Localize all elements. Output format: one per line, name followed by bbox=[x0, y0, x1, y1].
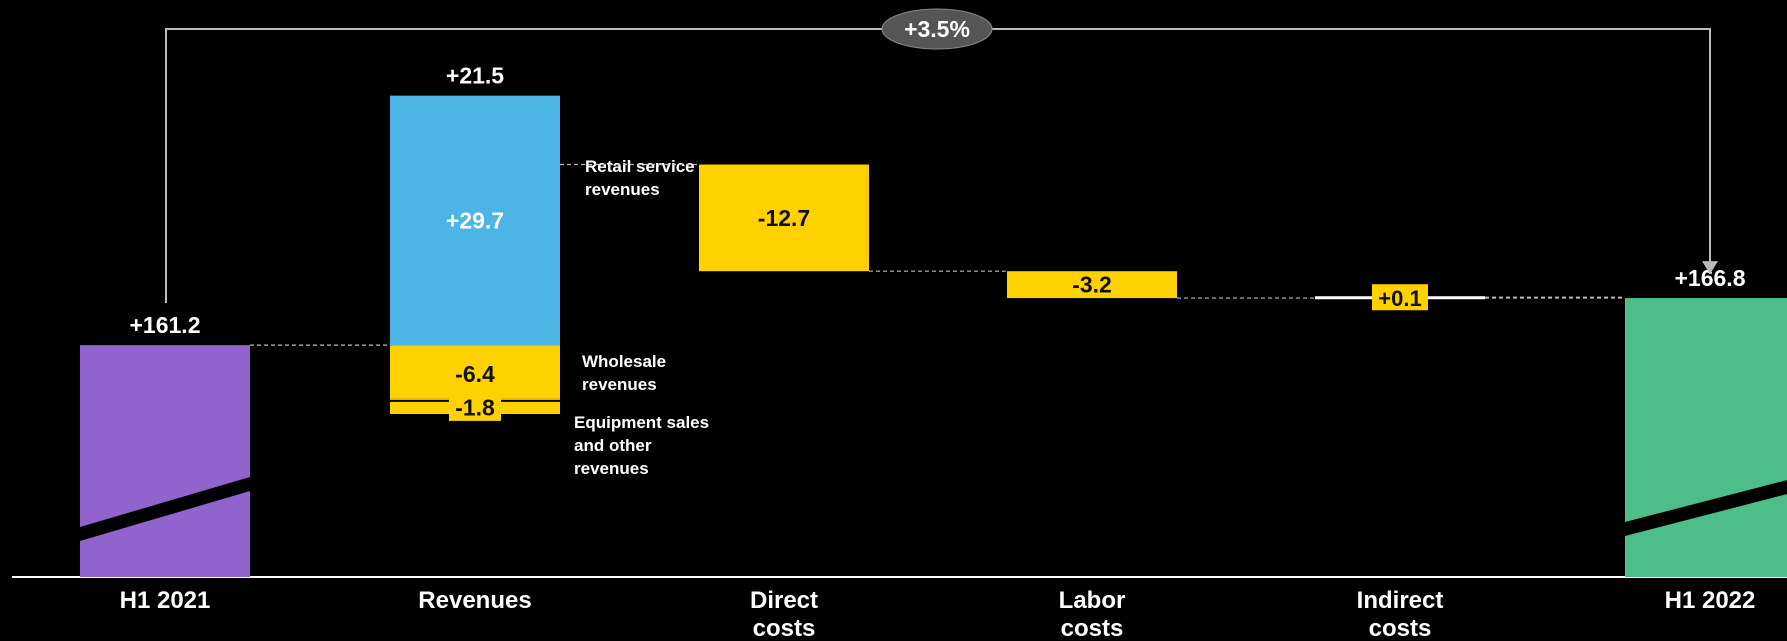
label-bg-indirect bbox=[1372, 284, 1428, 311]
bar-wholesale-revenues bbox=[390, 345, 560, 399]
value-label-equipment: -1.8 bbox=[455, 394, 495, 420]
category-label-2-line-1: Revenues bbox=[418, 587, 531, 614]
value-label-labor-costs: -3.2 bbox=[1072, 272, 1112, 298]
axis-break-end bbox=[1625, 480, 1787, 536]
bar-h1-2021 bbox=[80, 345, 250, 577]
bar-retail-service-revenues bbox=[390, 95, 560, 346]
name-wholesale-line-1: Wholesale bbox=[582, 352, 666, 371]
bar-direct-costs bbox=[699, 164, 869, 272]
name-equipment-sales-line-2: and other bbox=[574, 436, 652, 455]
value-label-indirect-costs: +0.1 bbox=[1378, 286, 1421, 311]
category-label-3-line-1: Direct bbox=[750, 587, 818, 614]
growth-pill bbox=[881, 8, 993, 50]
label-bg-equipment bbox=[449, 396, 501, 421]
growth-label: +3.5% bbox=[904, 16, 970, 42]
value-label-wholesale: -6.4 bbox=[455, 361, 495, 387]
value-label-h1-2021: +161.2 bbox=[130, 312, 201, 338]
name-retail-service-line-2: revenues bbox=[585, 180, 660, 199]
category-label-4-line-2: costs bbox=[1061, 615, 1124, 641]
bar-labor-costs bbox=[1007, 271, 1177, 299]
category-label-6-line-1: H1 2022 bbox=[1665, 587, 1756, 614]
category-label-1-line-1: H1 2021 bbox=[120, 587, 211, 614]
category-label-3-line-2: costs bbox=[753, 615, 816, 641]
axis-break-start bbox=[80, 477, 250, 541]
category-label-5-line-1: Indirect bbox=[1357, 587, 1444, 614]
value-label-revenues-total: +21.5 bbox=[446, 63, 504, 89]
value-label-direct-costs: -12.7 bbox=[758, 205, 810, 231]
value-label-retail: +29.7 bbox=[446, 207, 504, 233]
category-label-4-line-1: Labor bbox=[1059, 587, 1126, 614]
category-label-5-line-2: costs bbox=[1369, 615, 1432, 641]
name-equipment-sales-line-3: revenues bbox=[574, 459, 649, 478]
name-equipment-sales-line-1: Equipment sales bbox=[574, 413, 709, 432]
name-wholesale-line-2: revenues bbox=[582, 375, 657, 394]
bar-h1-2022 bbox=[1625, 298, 1787, 577]
name-retail-service-line-1: Retail service bbox=[585, 157, 695, 176]
growth-arrow-icon bbox=[1702, 261, 1718, 275]
